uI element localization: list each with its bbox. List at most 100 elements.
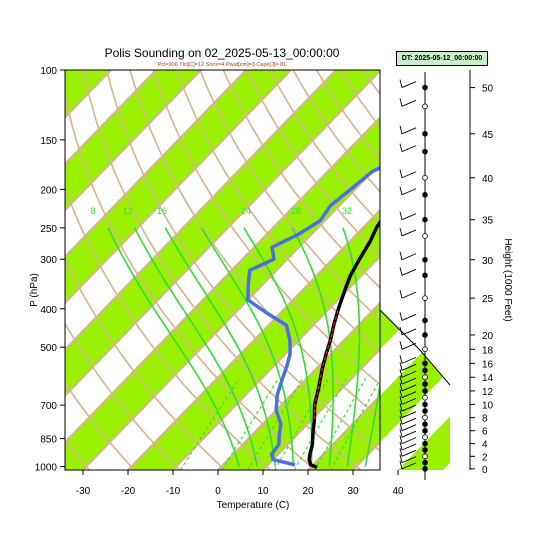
wind-barb-flag xyxy=(399,376,403,385)
moist-adiabat-line xyxy=(164,227,277,467)
wind-level-dot xyxy=(422,332,428,338)
wind-level-dot xyxy=(422,103,428,110)
dry-adiabat-line xyxy=(65,438,90,470)
wind-barb-flag xyxy=(399,448,403,457)
y-tick-label: 850 xyxy=(40,435,57,446)
wind-level-dot xyxy=(422,466,428,472)
wind-barb xyxy=(401,417,417,425)
dry-adiabat-line xyxy=(175,70,380,353)
mixing-ratio-line xyxy=(293,378,348,470)
dewpoint-profile xyxy=(246,165,380,467)
wind-barb xyxy=(401,456,417,464)
isotherm-line xyxy=(65,70,202,212)
wind-barb xyxy=(401,377,417,385)
temperature-band xyxy=(488,70,540,470)
wind-barb xyxy=(401,411,417,419)
wind-level-dot xyxy=(422,216,428,223)
wind-barb-flag xyxy=(399,290,403,299)
dry-adiabat-line xyxy=(410,70,540,470)
wind-level-dot xyxy=(422,84,428,91)
wind-level-dot xyxy=(422,388,428,394)
wind-barb-flag xyxy=(399,211,403,220)
wind-level-dot xyxy=(422,414,428,421)
mixing-ratio-label: 16 xyxy=(157,206,167,216)
dry-adiabat-line xyxy=(65,322,181,470)
plot-frame xyxy=(64,69,381,471)
y-tick-label: 1000 xyxy=(35,463,58,474)
y-tick-label: 400 xyxy=(40,305,57,316)
wind-barb xyxy=(401,370,417,378)
isotherm-line xyxy=(65,70,380,398)
isotherm-line xyxy=(82,162,380,470)
isotherm-line xyxy=(307,394,380,470)
temperature-band xyxy=(65,117,380,470)
x-tick-label: 20 xyxy=(302,486,314,497)
isotherm-line xyxy=(65,70,337,351)
wind-barb xyxy=(401,188,417,196)
x-tick-label: 30 xyxy=(347,486,359,497)
dry-adiabat-line xyxy=(245,70,380,257)
wind-barb xyxy=(401,391,417,399)
wind-barb-flag xyxy=(399,326,403,336)
dry-adiabat-line xyxy=(65,257,226,470)
wind-barb-flag xyxy=(399,409,403,418)
wind-level-dot xyxy=(422,408,428,414)
moist-adiabat-line xyxy=(107,227,241,467)
height-tick-label: 20 xyxy=(482,331,494,342)
wind-barb xyxy=(401,462,417,470)
wind-barb-flag xyxy=(399,355,403,364)
wind-level-dot xyxy=(422,295,428,301)
height-tick-label: 45 xyxy=(482,130,494,141)
wind-level-dot xyxy=(422,427,428,434)
mixing-ratio-line xyxy=(179,378,240,470)
wind-barb-flag xyxy=(399,169,403,178)
wind-barb xyxy=(401,99,417,107)
wind-barb-flag xyxy=(399,435,403,444)
wind-level-dot xyxy=(422,367,428,374)
wind-barb xyxy=(401,171,417,179)
dry-adiabat-line xyxy=(152,70,380,386)
wind-barb xyxy=(401,384,417,392)
isotherm-line xyxy=(262,347,380,470)
wind-level-dot xyxy=(422,360,428,367)
x-tick-label: 10 xyxy=(257,486,269,497)
height-tick-label: 50 xyxy=(482,84,494,95)
date-box: DT: 2025-05-12_00:00:00 xyxy=(396,51,488,66)
wind-barb xyxy=(401,328,417,336)
wind-barb-flag xyxy=(399,441,403,451)
temperature-band xyxy=(398,70,540,470)
height-tick-label: 18 xyxy=(482,345,494,356)
wind-level-dot xyxy=(422,191,428,198)
dry-adiabat-line xyxy=(456,70,540,470)
wind-barb xyxy=(401,145,417,153)
mixing-ratio-label: 12 xyxy=(123,206,133,216)
wind-barb-flag xyxy=(399,369,403,378)
y-tick-label: 300 xyxy=(40,255,57,266)
isotherm-line xyxy=(65,70,292,305)
parcel-profile xyxy=(313,308,339,420)
temperature-band xyxy=(380,310,450,470)
x-tick-label: 40 xyxy=(392,486,404,497)
height-tick-label: 25 xyxy=(482,294,494,305)
wind-barb xyxy=(401,314,417,321)
moist-adiabat-line xyxy=(133,227,259,467)
dry-adiabat-line xyxy=(199,70,380,321)
wind-barb-flag xyxy=(399,362,403,371)
wind-barb-flag xyxy=(399,227,403,237)
wind-barb-flag xyxy=(399,396,403,405)
x-tick-label: -30 xyxy=(76,486,91,497)
wind-barb xyxy=(401,127,417,135)
height-tick-label: 14 xyxy=(482,373,494,384)
wind-barb-flag xyxy=(399,389,403,398)
wind-barb-flag xyxy=(399,267,403,276)
wind-barb xyxy=(401,424,417,432)
chart-title: Polis Sounding on 02_2025-05-13_00:00:00 xyxy=(105,46,340,60)
height-tick-label: 6 xyxy=(482,427,488,438)
wind-level-dot xyxy=(422,440,428,447)
wind-barb xyxy=(401,229,417,237)
height-tick-label: 40 xyxy=(482,174,494,185)
wind-barb-flag xyxy=(399,186,403,195)
wind-barb xyxy=(401,404,417,412)
wind-level-dot xyxy=(422,434,428,440)
